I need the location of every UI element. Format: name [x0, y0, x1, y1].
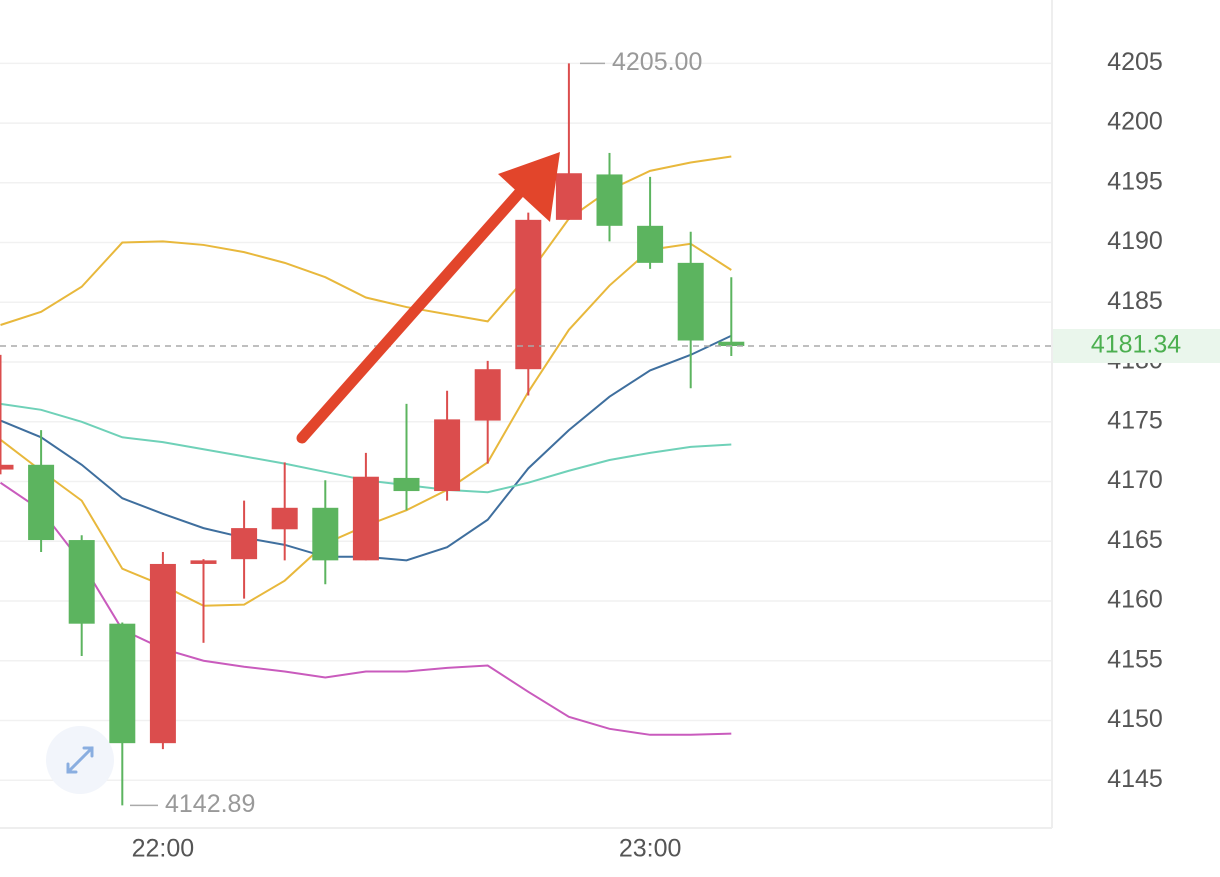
y-tick-label: 4160 [1107, 586, 1163, 614]
trend-arrow [296, 152, 560, 444]
candle-body [677, 262, 704, 341]
candle-body [515, 219, 542, 370]
labels: 4145415041554160416541704175418041854190… [0, 48, 1220, 863]
candle-body [0, 464, 14, 470]
candle-body [149, 563, 176, 744]
candle-body [271, 507, 298, 530]
candle-body [68, 540, 95, 624]
candle-body [434, 419, 461, 492]
low-label: 4142.89 [165, 790, 255, 818]
candle-body [393, 477, 420, 492]
y-tick-label: 4155 [1107, 645, 1163, 673]
y-tick-label: 4150 [1107, 705, 1163, 733]
x-tick-label: 23:00 [619, 835, 682, 863]
candle-body [596, 174, 623, 226]
y-tick-label: 4175 [1107, 406, 1163, 434]
candles [0, 63, 745, 806]
expand-button[interactable] [46, 726, 114, 794]
y-tick-label: 4170 [1107, 466, 1163, 494]
x-tick-label: 22:00 [132, 835, 195, 863]
y-tick-label: 4205 [1107, 48, 1163, 76]
candle-body [718, 341, 745, 347]
candle-body [109, 623, 136, 744]
y-tick-label: 4185 [1107, 287, 1163, 315]
candle-body [312, 507, 339, 561]
y-tick-label: 4200 [1107, 108, 1163, 136]
candle-body [555, 173, 582, 220]
candle-body [474, 369, 501, 421]
candle-body [637, 225, 664, 263]
candle-body [28, 464, 55, 541]
arrow-shaft [296, 186, 526, 444]
current-price-label: 4181.34 [1091, 331, 1181, 359]
high-label: 4205.00 [612, 48, 702, 76]
y-tick-label: 4195 [1107, 167, 1163, 195]
candle-body [190, 560, 217, 564]
candle-body [231, 528, 258, 560]
current-price-badge [1053, 329, 1220, 364]
y-tick-label: 4145 [1107, 765, 1163, 793]
expand-icon[interactable] [66, 746, 94, 774]
y-tick-label: 4190 [1107, 227, 1163, 255]
y-tick-label: 4165 [1107, 526, 1163, 554]
candle-body [352, 476, 379, 561]
arrow-head [498, 152, 560, 222]
